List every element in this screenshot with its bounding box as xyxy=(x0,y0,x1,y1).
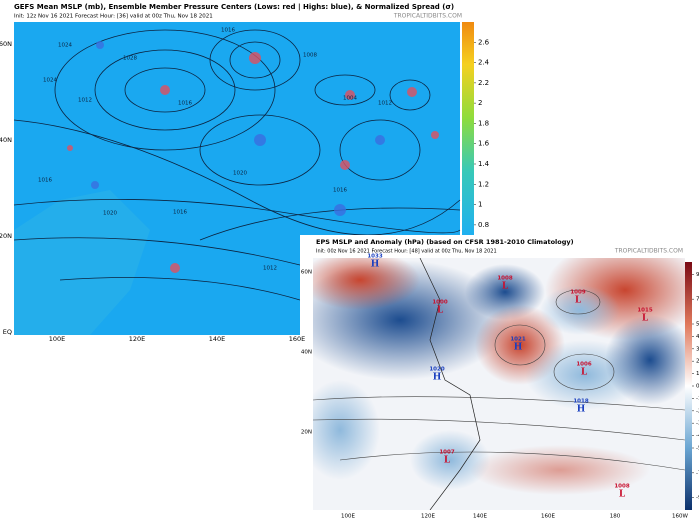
center-value: 1021 xyxy=(510,337,525,343)
center-letter: H xyxy=(371,260,380,270)
center-letter: L xyxy=(444,456,451,466)
contour-label: 1016 xyxy=(38,178,52,184)
init-line: Init: 00z Nov 16 2021 Forecast Hour: [48… xyxy=(316,249,497,255)
colorbar xyxy=(462,22,474,235)
colorbar-label: -4 xyxy=(696,433,699,439)
init-line: Init: 12z Nov 16 2021 Forecast Hour: [36… xyxy=(14,14,213,20)
center-value: 1006 xyxy=(576,362,591,368)
colorbar-label: 1.6 xyxy=(478,140,490,148)
center-value: 1007 xyxy=(439,450,454,456)
colorbar-label: -1 xyxy=(696,396,699,402)
colorbar-label: 1 xyxy=(478,201,482,209)
center-letter: H xyxy=(433,373,442,383)
lat-label: 20N xyxy=(0,232,12,240)
center-value: 1033 xyxy=(367,254,382,260)
lon-label: 140E xyxy=(209,335,226,343)
center-letter: L xyxy=(619,490,626,500)
contour-label: 1004 xyxy=(343,96,357,102)
colorbar-label: 1 xyxy=(696,371,699,377)
center-letter: L xyxy=(502,282,509,292)
lat-label: 60N xyxy=(301,270,312,276)
colorbar-label: 1.8 xyxy=(478,119,489,127)
lat-label: EQ xyxy=(3,328,12,336)
source: TROPICALTIDBITS.COM xyxy=(393,13,462,20)
colorbar-label: -3 xyxy=(696,421,699,427)
center-value: 1018 xyxy=(573,399,588,405)
colorbar-label: 2 xyxy=(696,359,699,365)
title: EPS MSLP and Anomaly (hPa) (based on CFS… xyxy=(316,238,574,246)
colorbar-label: 9 xyxy=(696,272,699,278)
contour-label: 1024 xyxy=(58,43,72,49)
lat-label: 20N xyxy=(301,430,312,436)
contour-label: 1012 xyxy=(378,101,392,107)
contour-label: 1016 xyxy=(178,101,192,107)
center-value: 1009 xyxy=(570,290,585,296)
contour-label: 1016 xyxy=(173,210,187,216)
low-centers xyxy=(67,52,439,273)
lon-label: 160E xyxy=(541,514,555,520)
colorbar-label: -9 xyxy=(696,495,699,501)
colorbar-label: 0.8 xyxy=(478,221,489,229)
contour-label: 1008 xyxy=(303,53,317,59)
contour-label: 1028 xyxy=(123,56,137,62)
center-letter: H xyxy=(577,405,586,415)
colorbar-label: 2 xyxy=(478,99,482,107)
center-value: 1020 xyxy=(429,367,444,373)
colorbar-label: 0 xyxy=(696,384,699,390)
colorbar-label: 5 xyxy=(696,322,699,328)
contour-label: 1016 xyxy=(221,28,235,34)
colorbar-label: 2.4 xyxy=(478,59,490,67)
colorbar-label: 2.6 xyxy=(478,38,490,46)
title: GEFS Mean MSLP (mb), Ensemble Member Pre… xyxy=(14,3,454,12)
contour-label: 1020 xyxy=(233,171,247,177)
contour-label: 1012 xyxy=(263,266,277,272)
contour-label: 1020 xyxy=(103,211,117,217)
lon-label: 160W xyxy=(672,514,688,520)
colorbar-label: 1.2 xyxy=(478,180,489,188)
lon-label: 120E xyxy=(129,335,146,343)
high-centers xyxy=(91,41,385,216)
center-letter: L xyxy=(581,368,588,378)
colorbar xyxy=(685,262,692,510)
lon-label: 120E xyxy=(421,514,435,520)
center-letter: L xyxy=(642,314,649,324)
colorbar-label: -2 xyxy=(696,408,699,414)
center-value: 1000 xyxy=(432,300,447,306)
colorbar-label: 3 xyxy=(696,346,699,352)
contour-label: 1024 xyxy=(43,78,57,84)
colorbar-label: 2.2 xyxy=(478,79,489,87)
colorbar-label: 4 xyxy=(696,334,699,340)
lon-label: 100E xyxy=(341,514,355,520)
center-letter: H xyxy=(514,343,523,353)
lat-label: 40N xyxy=(301,350,312,356)
lon-label: 100E xyxy=(49,335,66,343)
colorbar-label: -7 xyxy=(696,470,699,476)
center-value: 1015 xyxy=(637,308,652,314)
center-value: 1008 xyxy=(497,276,512,282)
lon-label: 160E xyxy=(289,335,306,343)
lat-label: 60N xyxy=(0,40,12,48)
center-value: 1008 xyxy=(614,484,629,490)
isobars xyxy=(13,29,461,301)
colorbar-label: 1.4 xyxy=(478,160,490,168)
colorbar-label: -5 xyxy=(696,446,699,452)
lon-label: 180 xyxy=(610,514,621,520)
land xyxy=(14,190,150,335)
center-letter: L xyxy=(437,306,444,316)
lat-label: 40N xyxy=(0,136,12,144)
contour-label: 1016 xyxy=(333,188,347,194)
center-letter: L xyxy=(575,296,582,306)
anomaly-field xyxy=(313,258,685,510)
contour-label: 1012 xyxy=(78,98,92,104)
source: TROPICALTIDBITS.COM xyxy=(614,248,683,255)
colorbar-label: 7 xyxy=(696,297,699,303)
lon-label: 140E xyxy=(473,514,487,520)
